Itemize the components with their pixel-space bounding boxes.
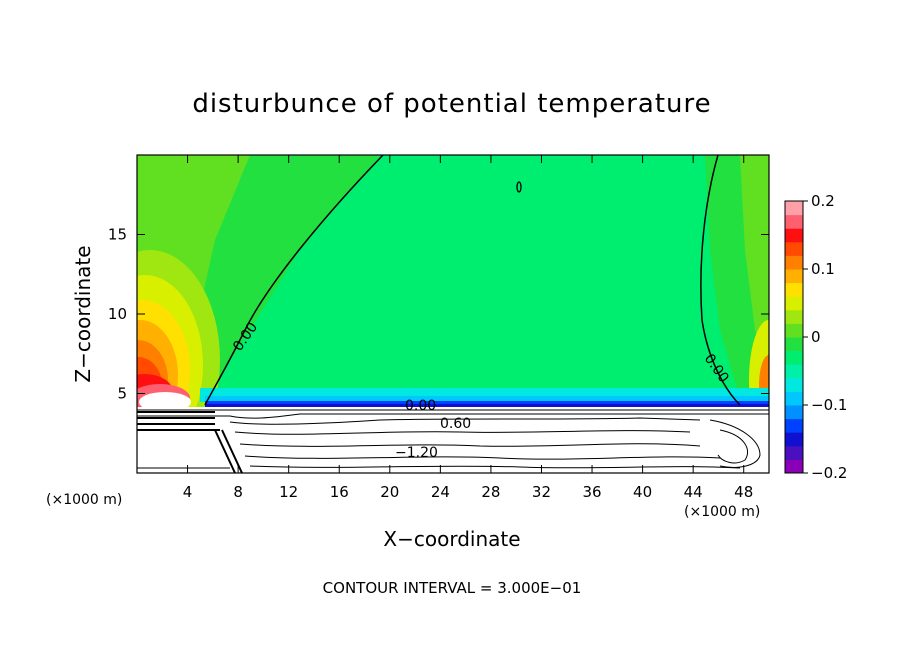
x-tick-label: 16 bbox=[330, 483, 349, 501]
x-tick-label: 48 bbox=[734, 483, 753, 501]
x-tick-label: 40 bbox=[633, 483, 652, 501]
x-tick-label: 24 bbox=[431, 483, 450, 501]
contour-label-120: −1.20 bbox=[395, 445, 438, 461]
cold-band-2 bbox=[205, 396, 769, 404]
colorbar-swatch bbox=[785, 282, 803, 297]
colorbar-tick-label: 0.2 bbox=[811, 192, 835, 210]
x-axis-ticks: 4 8 12 16 20 24 28 32 36 40 44 48 bbox=[183, 155, 753, 501]
lower-contours bbox=[137, 409, 769, 469]
colorbar-swatch bbox=[785, 364, 803, 379]
y-axis-ticks: 5 10 15 bbox=[108, 226, 769, 403]
x-unit-left: (×1000 m) bbox=[46, 492, 122, 508]
x-tick-label: 44 bbox=[684, 483, 703, 501]
contour-line-zero-right bbox=[700, 155, 741, 406]
y-tick-label: 15 bbox=[108, 226, 127, 244]
colorbar-swatch bbox=[785, 350, 803, 365]
colorbar-swatch bbox=[785, 241, 803, 256]
lower-region bbox=[137, 407, 769, 473]
colorbar-swatch bbox=[785, 296, 803, 311]
colorbar-swatch bbox=[785, 418, 803, 433]
y-tick-label: 10 bbox=[108, 305, 127, 323]
cold-band-3 bbox=[205, 401, 769, 406]
colorbar-swatch bbox=[785, 309, 803, 324]
colorbar-swatch bbox=[785, 201, 803, 216]
x-tick-label: 32 bbox=[532, 483, 551, 501]
x-tick-label: 12 bbox=[279, 483, 298, 501]
y-tick-label: 5 bbox=[117, 385, 127, 403]
colorbar-swatch bbox=[785, 445, 803, 460]
chart-title: disturbunce of potential temperature bbox=[192, 89, 711, 119]
y-axis-label: Z−coordinate bbox=[71, 245, 95, 382]
field-band-right-inner bbox=[740, 155, 769, 380]
x-unit-right: (×1000 m) bbox=[684, 504, 760, 520]
colorbar-swatch bbox=[785, 405, 803, 420]
plot-area: 0.00 0.00 0.00 0.60 −1.20 bbox=[137, 155, 769, 473]
x-tick-label: 28 bbox=[481, 483, 500, 501]
x-tick-label: 20 bbox=[380, 483, 399, 501]
x-tick-label: 4 bbox=[183, 483, 193, 501]
contour-label-060: 0.60 bbox=[440, 416, 471, 432]
contour-small-loop bbox=[516, 181, 522, 193]
colorbar-swatch bbox=[785, 391, 803, 406]
colorbar-ticks: 0.2 0.1 0 −0.1 −0.2 bbox=[803, 192, 847, 482]
colorbar-swatch bbox=[785, 214, 803, 229]
colorbar-tick-label: −0.1 bbox=[811, 396, 847, 414]
contour-interval-note: CONTOUR INTERVAL = 3.000E−01 bbox=[323, 579, 582, 597]
colorbar-swatch bbox=[785, 269, 803, 284]
colorbar-swatch bbox=[785, 377, 803, 392]
colorbar-swatch bbox=[785, 228, 803, 243]
hatched-region bbox=[137, 411, 243, 473]
contour-line-zero-left bbox=[204, 155, 384, 406]
x-axis-label: X−coordinate bbox=[383, 527, 520, 551]
colorbar-swatch bbox=[785, 255, 803, 270]
colorbar-swatch bbox=[785, 432, 803, 447]
colorbar-tick-label: 0 bbox=[811, 328, 821, 346]
contour-label-mid: 0.00 bbox=[405, 398, 436, 414]
x-tick-label: 36 bbox=[582, 483, 601, 501]
colorbar-swatch bbox=[785, 337, 803, 352]
colorbar-swatch bbox=[785, 459, 803, 474]
x-tick-label: 8 bbox=[233, 483, 243, 501]
colorbar bbox=[785, 201, 803, 474]
colorbar-tick-label: −0.2 bbox=[811, 464, 847, 482]
colorbar-swatch bbox=[785, 323, 803, 338]
colorbar-tick-label: 0.1 bbox=[811, 260, 835, 278]
cold-band-4 bbox=[205, 404, 769, 407]
